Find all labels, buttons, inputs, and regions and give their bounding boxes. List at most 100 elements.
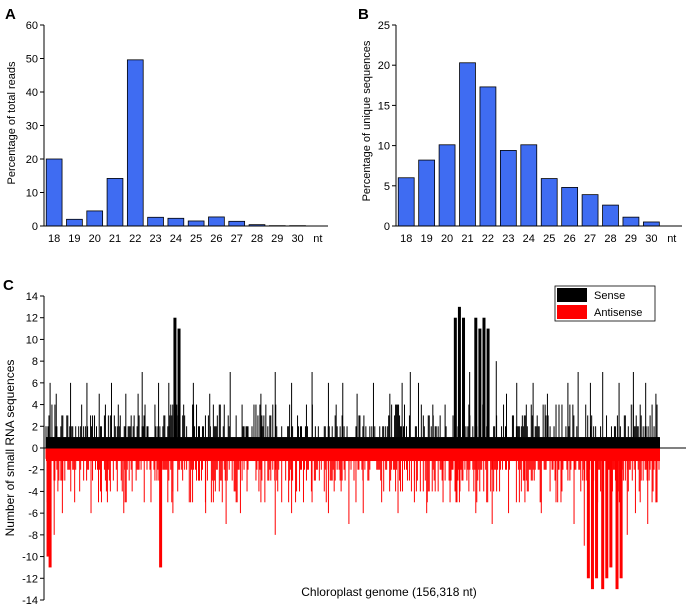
- b-y-tick-label: 20: [378, 60, 390, 72]
- panel-a-chart: 18 19 20 21 22 23 24 25 26 27 28 29 30 nt 0 10 20 30 40 50 6…: [6, 20, 328, 245]
- b-bar-29: [622, 216, 640, 227]
- b-x-tick-label: 18: [400, 233, 412, 245]
- a-bar-24: [167, 217, 185, 227]
- a-x-tick-label: 19: [68, 233, 80, 245]
- antisense-peak: [53, 448, 55, 535]
- c-y-tick-label: 4: [32, 400, 38, 412]
- sense-peak: [567, 382, 569, 448]
- sense-peak: [209, 393, 211, 448]
- c-y-tick-label: 12: [26, 313, 38, 325]
- antisense-peak: [205, 448, 207, 514]
- c-y-tick-label: -8: [28, 530, 38, 542]
- sense-peak: [98, 393, 100, 448]
- antisense-peak: [524, 448, 526, 503]
- c-y-tick-label: -2: [28, 465, 38, 477]
- sense-peak: [356, 393, 358, 448]
- sense-peak: [486, 328, 490, 448]
- antisense-peak: [590, 448, 594, 590]
- antisense-peak: [615, 448, 619, 590]
- panel-c-y-axis-title: Number of small RNA sequences: [3, 360, 17, 537]
- b-x-tick-label: 25: [543, 233, 555, 245]
- sense-peak: [645, 382, 647, 448]
- b-x-tick-label: 19: [421, 233, 433, 245]
- b-x-tick-label: 30: [645, 233, 657, 245]
- sense-peak: [417, 382, 419, 448]
- b-bar-18: [397, 177, 415, 227]
- b-x-tick-label: 28: [604, 233, 616, 245]
- antisense-peak: [188, 448, 190, 503]
- sense-peak: [589, 382, 591, 448]
- panel-a-y-axis-title: Percentage of total reads: [6, 61, 18, 184]
- sense-peak: [311, 372, 313, 448]
- sense-peak: [462, 317, 466, 448]
- a-x-tick-label: 22: [129, 233, 141, 245]
- c-y-tick-label: -10: [22, 552, 38, 564]
- a-y-tick-label: 50: [26, 54, 38, 66]
- antisense-peak: [647, 448, 649, 524]
- antisense-peak: [291, 448, 293, 514]
- a-x-tick-label: 23: [149, 233, 161, 245]
- b-bar-30: [642, 221, 660, 227]
- a-x-tick-label: 28: [251, 233, 263, 245]
- a-x-tick-label: 18: [48, 233, 60, 245]
- a-y-tick-label: 20: [26, 154, 38, 166]
- panel-c-chart: -14 -12 -10 -8 -6 -4 -2 0 2 4 6 8 10 12 14 Number of s…: [3, 285, 686, 607]
- antisense-peak: [74, 448, 76, 503]
- a-bar-18: [45, 158, 63, 227]
- sense-peak: [516, 382, 518, 448]
- sense-peak: [532, 382, 534, 448]
- sense-peak: [342, 382, 344, 448]
- antisense-peak: [605, 448, 609, 579]
- c-y-tick-label: -4: [28, 486, 38, 498]
- b-x-unit-label: nt: [667, 233, 676, 245]
- sense-peak: [409, 372, 411, 448]
- sense-peak: [86, 382, 88, 448]
- a-x-tick-label: 21: [109, 233, 121, 245]
- antisense-peak: [327, 448, 329, 514]
- sense-peak: [372, 382, 374, 448]
- sense-peak: [291, 382, 293, 448]
- b-y-tick-label: 5: [384, 181, 390, 193]
- antisense-peak: [626, 448, 628, 535]
- a-bar-19: [66, 218, 83, 227]
- b-bar-19: [418, 159, 436, 227]
- b-bar-23: [499, 150, 517, 227]
- sense-peak: [401, 382, 403, 448]
- b-bar-22: [479, 86, 497, 227]
- b-x-tick-label: 21: [461, 233, 473, 245]
- b-bar-27: [581, 194, 599, 227]
- sense-peak: [444, 404, 446, 448]
- panel-b-y-axis-title: Percentage of unique sequences: [361, 40, 373, 201]
- antisense-peak: [619, 448, 623, 579]
- antisense-peak: [397, 448, 399, 514]
- a-y-tick-label: 40: [26, 87, 38, 99]
- sense-peak: [389, 393, 391, 448]
- antisense-peak: [48, 448, 52, 568]
- a-bar-27: [228, 220, 246, 227]
- antisense-peak: [172, 448, 174, 514]
- a-y-tick-label: 10: [26, 188, 38, 200]
- c-y-tick-label: 8: [32, 356, 38, 368]
- antisense-peak: [426, 448, 428, 514]
- antisense-peak: [274, 448, 276, 535]
- a-bar-23: [147, 216, 164, 227]
- sense-peak: [478, 328, 482, 448]
- sense-peak: [125, 393, 127, 448]
- c-y-tick-label: 14: [26, 291, 38, 303]
- antisense-peak: [239, 448, 241, 514]
- b-x-tick-label: 24: [523, 233, 535, 245]
- c-y-tick-label: 0: [32, 443, 38, 455]
- sense-peak: [495, 361, 497, 448]
- sense-peak: [655, 393, 657, 448]
- antisense-peak: [573, 448, 575, 524]
- c-y-tick-label: 2: [32, 421, 38, 433]
- c-y-tick-label: -6: [28, 508, 38, 520]
- a-x-tick-label: 20: [89, 233, 101, 245]
- antisense-peak: [46, 448, 50, 557]
- sense-peak: [110, 382, 112, 448]
- antisense-peak: [123, 448, 125, 514]
- sense-peak: [432, 404, 434, 448]
- c-y-tick-label: 10: [26, 334, 38, 346]
- antisense-peak: [61, 448, 63, 514]
